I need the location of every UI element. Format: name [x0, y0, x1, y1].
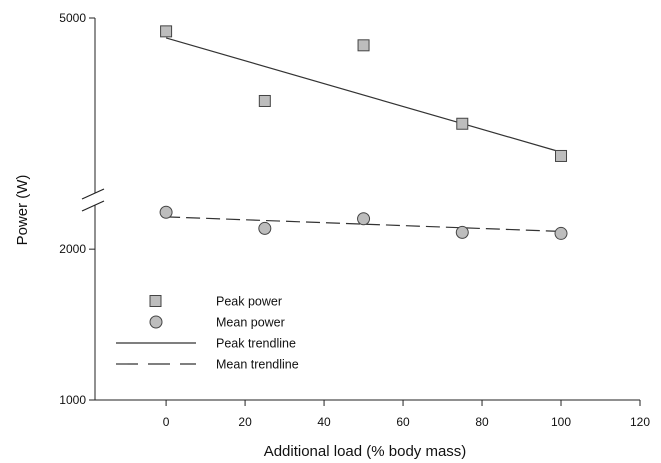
y-tick-label: 1000 — [59, 393, 86, 407]
legend-mean-trendline-label: Mean trendline — [216, 358, 299, 372]
y-ticks: 1000 2000 5000 — [59, 11, 95, 407]
axis-break-mark-upper — [81, 188, 105, 200]
x-tick-label: 80 — [475, 415, 489, 429]
x-tick-label: 100 — [551, 415, 571, 429]
mean-power-point — [258, 221, 272, 235]
mean-power-point — [357, 212, 371, 226]
peak-power-point — [160, 25, 173, 38]
x-tick-label: 60 — [396, 415, 410, 429]
peak-power-point — [555, 149, 568, 162]
axes — [81, 18, 640, 401]
mean-power-point — [159, 205, 173, 219]
mean-trendline — [166, 216, 562, 233]
legend: Peak power Mean power Peak trendline Mean t… — [116, 295, 299, 372]
peak-power-point — [357, 39, 370, 52]
legend-peak-power-label: Peak power — [216, 295, 282, 309]
trendlines — [165, 37, 562, 233]
y-tick-label: 2000 — [59, 242, 86, 256]
mean-power-point — [455, 225, 469, 239]
legend-peak-trendline-label: Peak trendline — [216, 337, 296, 351]
x-tick-label: 40 — [317, 415, 331, 429]
x-tick-label: 120 — [630, 415, 650, 429]
legend-peak-power-swatch — [149, 295, 162, 307]
legend-mean-power-label: Mean power — [216, 316, 285, 330]
y-tick-label: 5000 — [59, 11, 86, 25]
legend-mean-power-swatch — [149, 315, 163, 329]
y-axis-title: Power (W) — [14, 175, 31, 246]
peak-power-point — [258, 94, 271, 107]
mean-power-point — [554, 226, 568, 240]
x-ticks: 0 20 40 60 80 100 120 — [163, 400, 650, 429]
x-tick-label: 20 — [238, 415, 252, 429]
x-axis-title: Additional load (% body mass) — [264, 443, 467, 460]
peak-power-point — [456, 117, 469, 130]
peak-trendline — [165, 37, 562, 153]
axis-break-mark-lower — [81, 200, 105, 212]
x-tick-label: 0 — [163, 415, 170, 429]
data-points — [159, 25, 568, 240]
